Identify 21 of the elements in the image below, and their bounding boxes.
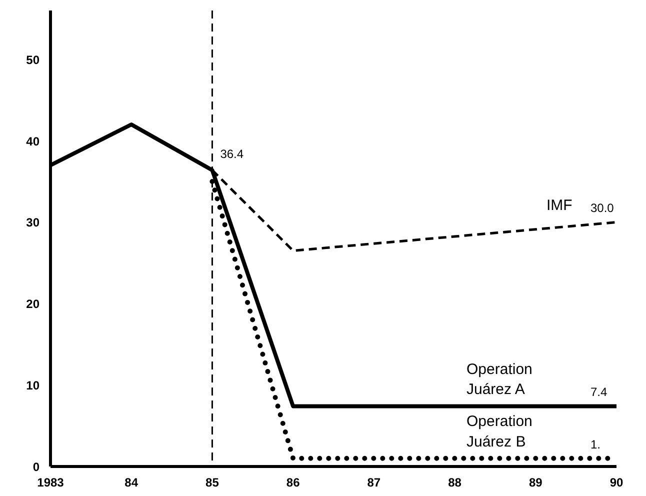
- y-tick-label: 50: [26, 52, 40, 67]
- y-tick-label: 30: [26, 216, 40, 230]
- y-tick-label: 0: [32, 460, 40, 474]
- x-tick-label: 84: [124, 476, 138, 490]
- y-tick-label: 10: [26, 378, 40, 393]
- y-tick-label: 40: [26, 134, 40, 148]
- x-tick-label: 85: [206, 476, 220, 490]
- x-tick-label: 90: [610, 476, 624, 490]
- x-tick-label: 86: [286, 476, 300, 490]
- series-label: IMF: [546, 197, 572, 214]
- x-tick-label: 87: [367, 476, 381, 490]
- series-label: Operation Juárez A: [466, 360, 532, 398]
- y-tick-label: 20: [26, 297, 40, 312]
- data-label: 1.: [590, 437, 601, 452]
- series-label: Operation Juárez B: [466, 412, 532, 450]
- data-label: 7.4: [590, 385, 608, 400]
- data-label: 36.4: [220, 147, 244, 162]
- x-tick-label: 89: [528, 476, 543, 490]
- x-tick-label: 88: [448, 476, 462, 490]
- data-label: 30.0: [590, 201, 614, 216]
- x-tick-label: 1983: [37, 476, 64, 490]
